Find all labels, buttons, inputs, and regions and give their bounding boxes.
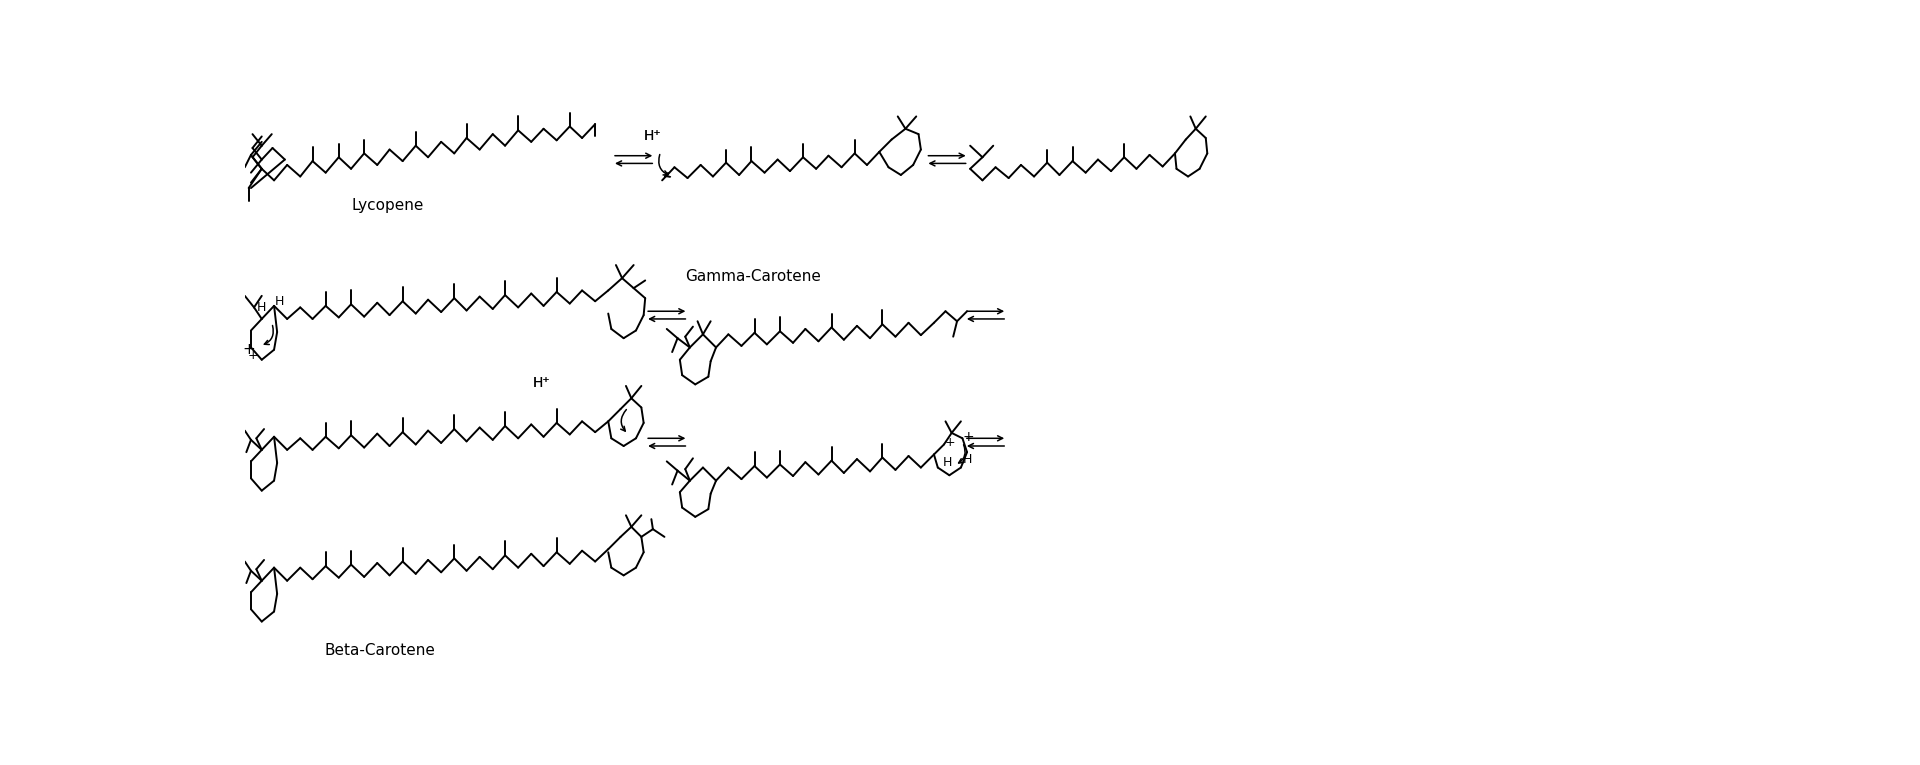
Text: H⁺: H⁺ (643, 129, 662, 144)
Text: H⁺: H⁺ (532, 376, 549, 390)
Text: +: + (248, 349, 257, 362)
Text: +: + (962, 430, 975, 444)
Text: H: H (943, 457, 952, 470)
Text: H: H (962, 454, 972, 467)
Text: +: + (945, 435, 956, 448)
Text: Gamma-Carotene: Gamma-Carotene (685, 269, 822, 284)
Text: +: + (242, 342, 255, 357)
Text: H⁺: H⁺ (643, 129, 662, 144)
Text: H⁺: H⁺ (532, 376, 549, 390)
Text: H: H (257, 301, 267, 314)
Text: Lycopene: Lycopene (351, 198, 424, 213)
Text: H: H (275, 295, 284, 308)
Text: Beta-Carotene: Beta-Carotene (324, 643, 436, 658)
